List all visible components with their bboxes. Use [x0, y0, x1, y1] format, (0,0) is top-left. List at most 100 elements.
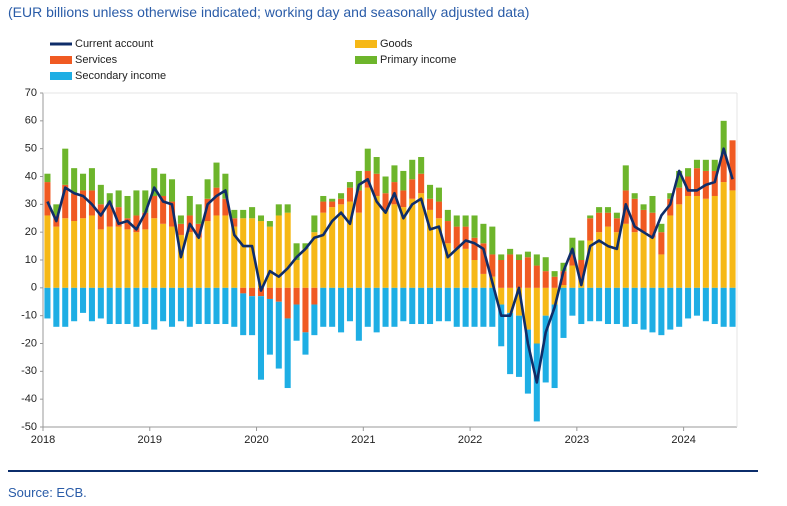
bar	[685, 168, 692, 177]
bar	[427, 184, 434, 199]
bar	[124, 218, 131, 230]
bar	[498, 304, 505, 347]
bar	[587, 218, 594, 241]
bar	[640, 232, 647, 288]
bar	[382, 193, 389, 210]
bar	[587, 240, 594, 288]
bar	[720, 287, 727, 327]
y-tick-label: 10	[25, 254, 37, 266]
bar	[569, 237, 576, 255]
bar	[62, 287, 69, 327]
bar	[480, 287, 487, 327]
bar	[498, 254, 505, 260]
bar	[400, 170, 407, 191]
x-tick-label: 2023	[565, 434, 589, 446]
bar	[168, 287, 176, 327]
bar	[240, 218, 247, 288]
bar	[115, 226, 122, 288]
bar	[409, 198, 416, 288]
legend-label: Current account	[75, 38, 153, 50]
bar	[569, 254, 576, 266]
bar	[115, 207, 122, 227]
bar	[364, 148, 371, 171]
bar	[302, 287, 309, 333]
legend-swatch	[50, 56, 72, 64]
bar	[693, 159, 700, 169]
legend-swatch	[355, 56, 377, 64]
y-tick-label: 30	[25, 198, 37, 210]
bar	[596, 287, 603, 322]
bar	[222, 287, 229, 325]
bar	[222, 173, 229, 199]
bar	[284, 204, 291, 213]
bar	[391, 165, 398, 183]
bar	[106, 204, 113, 227]
bar	[302, 332, 309, 355]
bar	[676, 187, 683, 205]
bar	[373, 173, 380, 196]
bar	[275, 204, 282, 216]
bar	[80, 173, 87, 191]
bar	[551, 271, 558, 277]
bar	[524, 257, 531, 288]
bar	[133, 190, 140, 216]
bar	[729, 287, 736, 327]
bar	[373, 157, 380, 174]
x-tick-label: 2020	[244, 434, 268, 446]
bar	[97, 229, 104, 288]
bar	[213, 215, 220, 288]
bar	[231, 226, 238, 288]
bar	[658, 287, 665, 336]
bar	[320, 287, 327, 327]
bar	[427, 287, 434, 325]
bar	[266, 298, 273, 355]
bar	[177, 234, 184, 288]
bar	[80, 190, 87, 219]
bar	[257, 296, 265, 380]
bar	[133, 287, 140, 327]
bar	[596, 207, 603, 213]
bar	[658, 254, 665, 288]
bar	[346, 287, 353, 322]
x-tick-label: 2019	[138, 434, 162, 446]
bar	[53, 204, 60, 216]
bar	[177, 287, 184, 322]
bar	[729, 140, 736, 191]
bar	[329, 287, 336, 327]
bar	[685, 195, 692, 288]
bar	[604, 226, 612, 288]
bar	[124, 195, 131, 219]
bar	[355, 170, 362, 191]
bar	[346, 201, 353, 288]
bar	[213, 187, 220, 216]
bar	[480, 273, 487, 288]
bar	[489, 287, 496, 327]
bar	[355, 190, 362, 213]
bar	[551, 287, 558, 305]
bar	[329, 201, 336, 208]
bar	[693, 168, 700, 196]
bar	[391, 287, 398, 327]
bar	[195, 204, 202, 224]
bar	[729, 190, 736, 288]
bar	[507, 287, 514, 313]
bar	[240, 293, 247, 336]
bar	[106, 287, 113, 325]
bar	[587, 215, 594, 219]
y-tick-label: -20	[21, 337, 37, 349]
bar	[373, 287, 380, 333]
bar	[293, 260, 300, 288]
bar	[275, 301, 282, 369]
bar	[320, 201, 327, 213]
bar	[515, 254, 523, 260]
y-tick-label: -30	[21, 365, 37, 377]
y-tick-label: 20	[25, 226, 37, 238]
bar	[418, 173, 425, 194]
bar	[88, 287, 95, 322]
bar	[151, 168, 158, 196]
bar	[329, 207, 336, 288]
bar	[613, 218, 620, 233]
bar	[685, 287, 692, 319]
y-tick-label: -10	[21, 310, 37, 322]
bar	[524, 287, 531, 330]
